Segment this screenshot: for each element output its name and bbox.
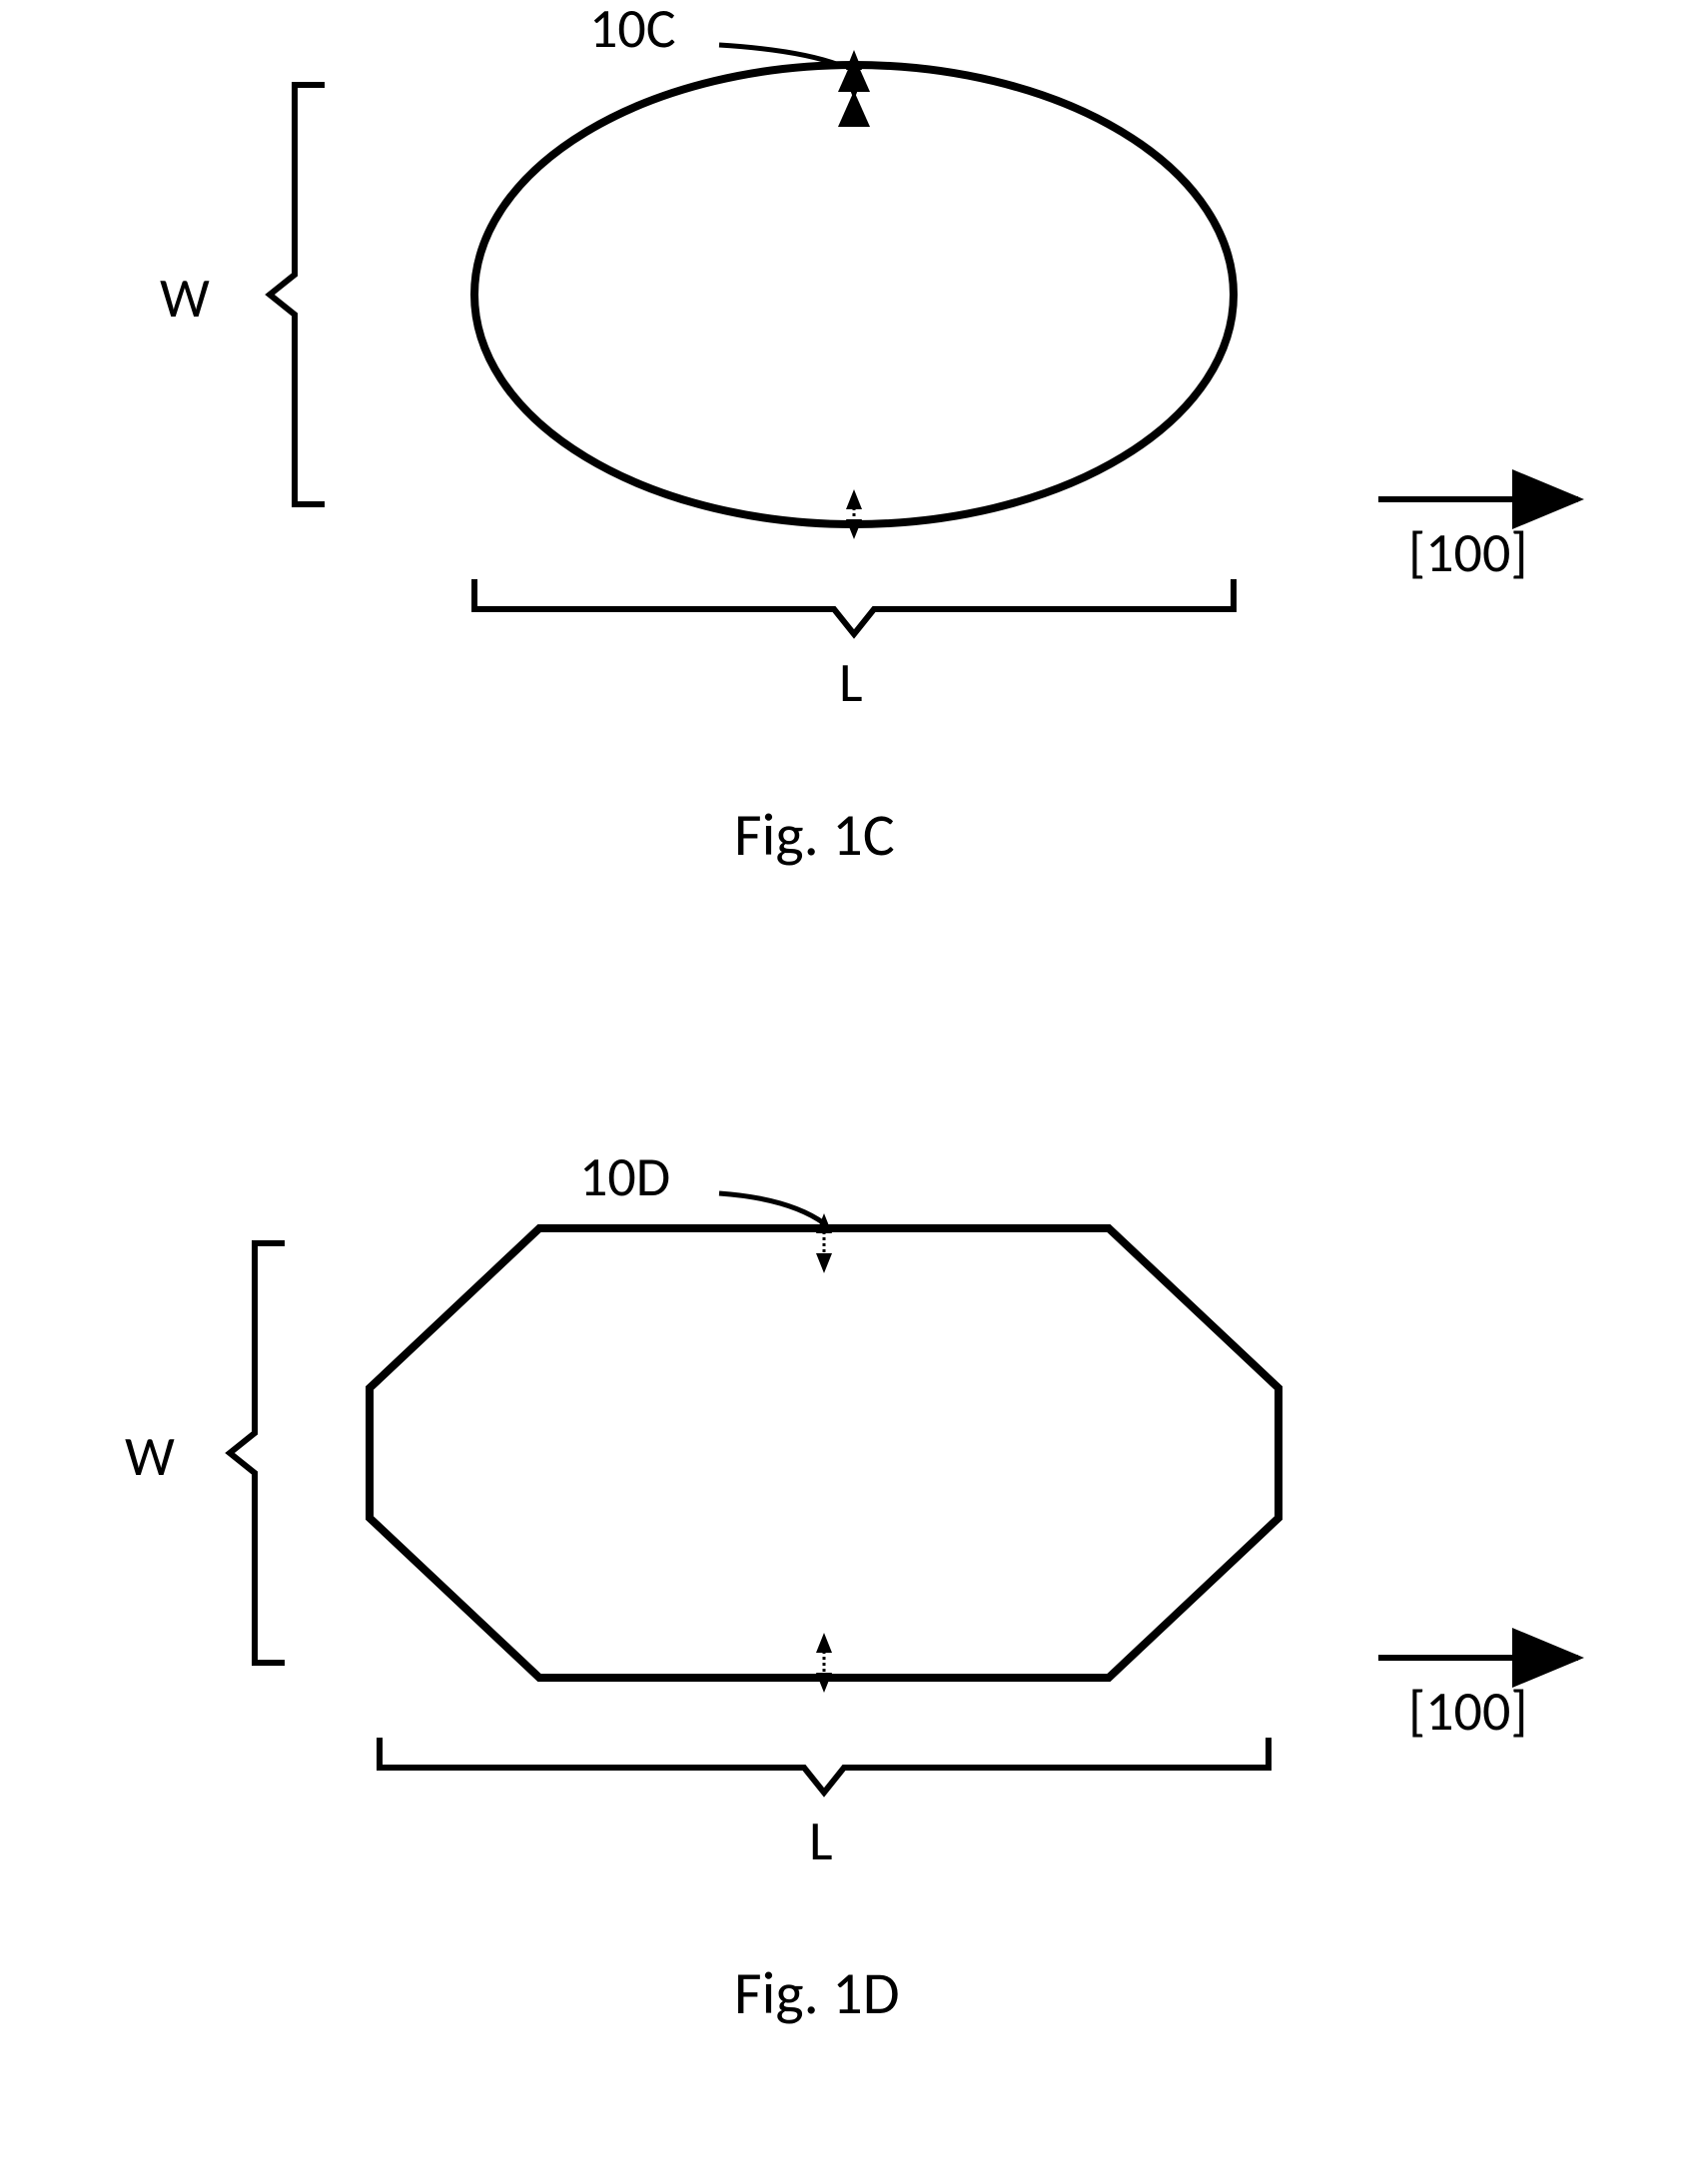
diagram-svg [0,0,1706,2184]
width-bracket-1d [230,1243,285,1663]
leader-label-1d: 10D [579,1143,670,1211]
width-label-1d: W [125,1423,175,1491]
octagon-shape [370,1228,1279,1678]
leader-line-1d [719,1193,824,1223]
direction-label-1c: [100] [1408,519,1528,587]
ellipse-shape [474,65,1234,524]
length-bracket-1d [380,1738,1269,1793]
length-label-1d: L [809,1808,833,1875]
length-label-1c: L [839,649,863,717]
length-bracket-1c [474,579,1234,634]
leader-label-1c: 10C [589,0,676,63]
direction-label-1d: [100] [1408,1678,1528,1746]
width-label-1c: W [160,265,210,333]
figure-caption-1d: Fig. 1D [734,1957,900,2030]
figure-caption-1c: Fig. 1C [734,799,895,872]
width-bracket-1c [270,85,325,504]
